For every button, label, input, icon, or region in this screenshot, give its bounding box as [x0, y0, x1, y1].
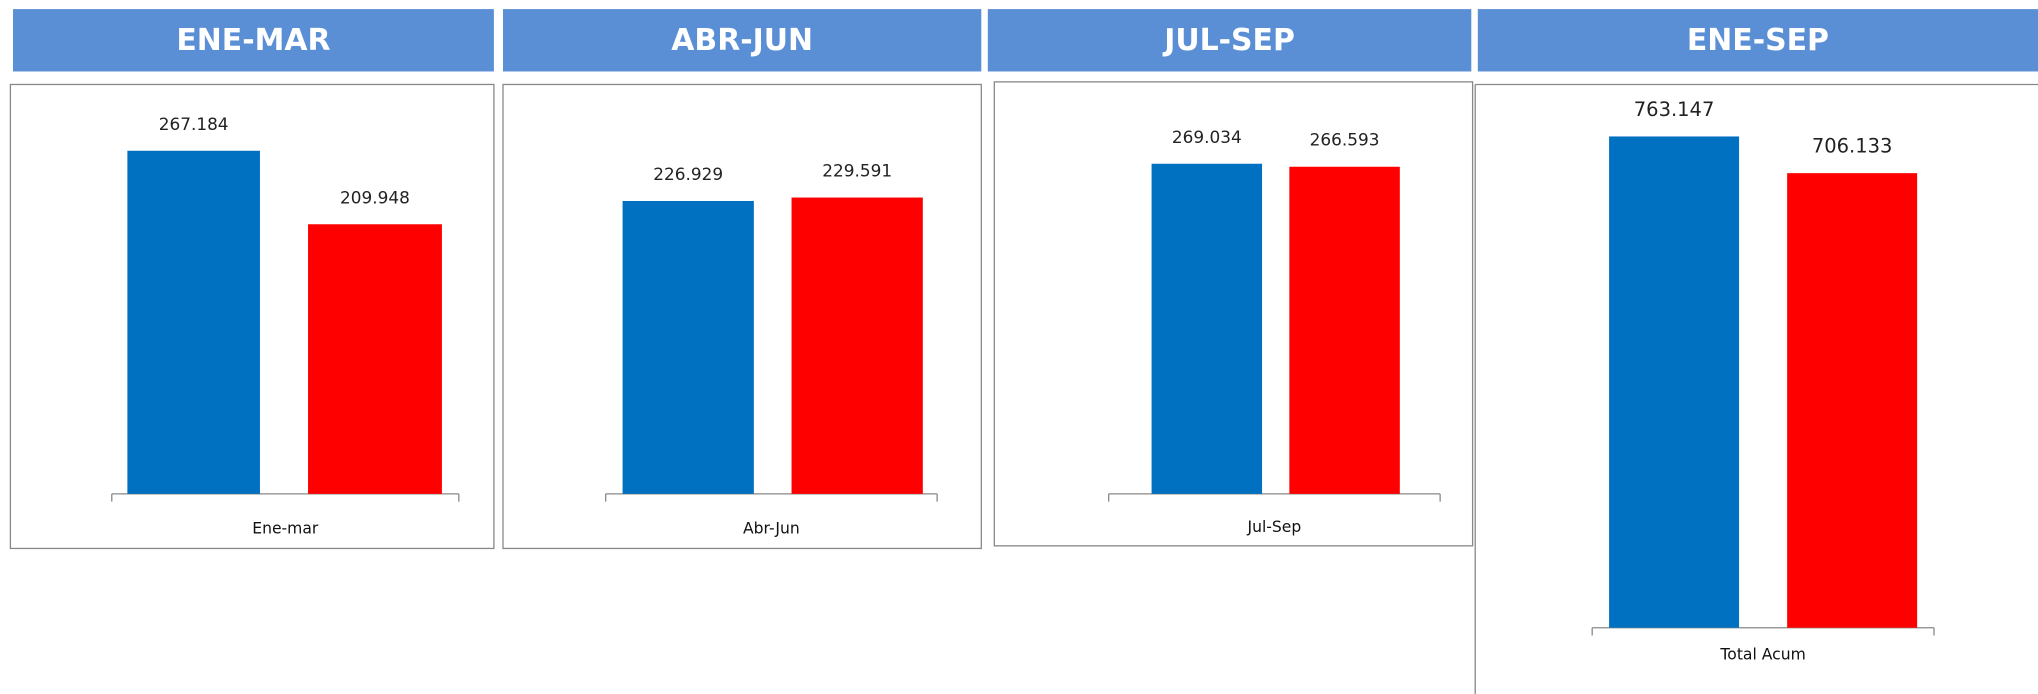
chart-border	[502, 83, 982, 550]
header	[12, 9, 494, 72]
category-label: Ene-mar	[252, 519, 319, 537]
value-label: 209.948	[340, 187, 410, 207]
bar	[1787, 173, 1918, 628]
header-title: ENE-SEP	[1687, 23, 1829, 58]
value-label: 763.147	[1634, 98, 1715, 121]
value-label: 266.593	[1310, 130, 1380, 150]
chart-border	[993, 81, 1474, 547]
bar	[1289, 166, 1400, 494]
value-label: 267.184	[159, 114, 229, 134]
bar	[127, 150, 260, 494]
value-label: 226.929	[653, 164, 723, 184]
bar	[791, 197, 923, 494]
header-title: ABR-JUN	[671, 23, 813, 58]
header	[503, 9, 982, 72]
header	[1477, 9, 2038, 72]
bar	[1151, 163, 1263, 494]
chart-border	[9, 83, 495, 550]
header-title: JUL-SEP	[1162, 23, 1295, 58]
bar	[1609, 136, 1740, 628]
value-label: 706.133	[1812, 135, 1893, 158]
bar	[622, 200, 754, 494]
header	[987, 9, 1472, 72]
category-label: Jul-Sep	[1247, 518, 1302, 536]
value-label: 269.034	[1172, 127, 1242, 147]
value-label: 229.591	[822, 161, 892, 181]
bar	[308, 224, 442, 494]
category-label: Abr-Jun	[743, 519, 800, 537]
category-label: Total Acum	[1719, 646, 1805, 664]
header-title: ENE-MAR	[176, 23, 330, 58]
